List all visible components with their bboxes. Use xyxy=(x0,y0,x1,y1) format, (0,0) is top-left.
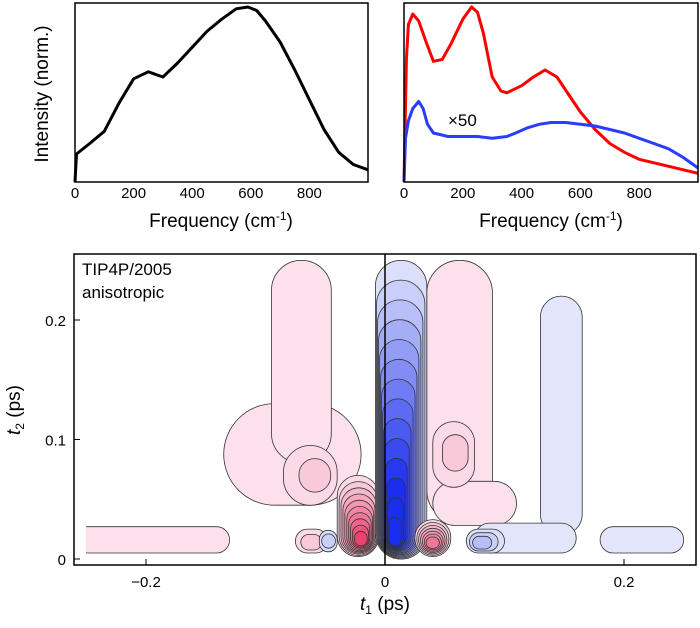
contour-level xyxy=(441,434,469,472)
contour-level xyxy=(300,534,323,551)
panel-c-contours xyxy=(86,260,684,560)
x-tick-label: 200 xyxy=(121,185,146,202)
contour-level xyxy=(540,295,583,536)
x-tick-label: 800 xyxy=(627,185,652,202)
x-tick-label: 0 xyxy=(71,185,79,202)
y-tick-label: 0.1 xyxy=(45,433,66,450)
x-tick-label: 0 xyxy=(400,185,408,202)
contour-level xyxy=(388,517,402,547)
contour-level xyxy=(86,526,230,554)
panel-c-annotation-line2: anisotropic xyxy=(82,283,165,302)
contour-level xyxy=(432,480,517,526)
panel-b-curves xyxy=(402,5,699,183)
contour-level xyxy=(472,535,493,550)
contour-level xyxy=(298,458,332,493)
panel-a-ylabel: Intensity (norm.) xyxy=(32,25,53,162)
contour-level xyxy=(321,533,336,549)
panel-a-xlabel: Frequency (cm-1) xyxy=(149,209,293,232)
contour-level xyxy=(425,536,440,549)
x-tick-label: 600 xyxy=(568,185,593,202)
panel-a-curves xyxy=(73,5,369,183)
x-tick-label: 0.2 xyxy=(614,574,635,591)
panel-b: 0 200 400 600 800 Frequency (cm-1) ×50 xyxy=(400,2,699,232)
panel-b-frame xyxy=(403,2,699,183)
x-tick-label: 400 xyxy=(509,185,534,202)
series-line-1 xyxy=(402,100,699,183)
panel-b-x-ticks: 0 200 400 600 800 xyxy=(400,185,652,202)
series-line-0 xyxy=(73,5,369,183)
x-tick-label: 400 xyxy=(180,185,205,202)
contour-level xyxy=(271,260,332,464)
panel-c-ticks: −0.2 0 0.2 0 0.1 0.2 xyxy=(45,313,634,591)
y-tick-label: 0.2 xyxy=(45,313,66,330)
y-tick-label: 0 xyxy=(58,552,66,569)
panel-b-annotation: ×50 xyxy=(448,111,477,130)
panel-a: 0 200 400 600 800 Frequency (cm-1) Intensity… xyxy=(32,2,369,232)
panel-b-xlabel: Frequency (cm-1) xyxy=(479,209,623,232)
x-tick-label: 0 xyxy=(381,574,389,591)
panel-c-xlabel: t1 (ps) xyxy=(360,594,410,617)
panel-a-x-ticks: 0 200 400 600 800 xyxy=(71,185,322,202)
panel-c-ylabel: t2 (ps) xyxy=(4,385,27,435)
contour-level xyxy=(599,526,684,554)
contour-level xyxy=(353,530,368,547)
x-tick-label: 600 xyxy=(238,185,263,202)
x-tick-label: 200 xyxy=(450,185,475,202)
x-tick-label: 800 xyxy=(297,185,322,202)
panel-c-annotation-line1: TIP4P/2005 xyxy=(82,260,172,279)
series-line-0 xyxy=(402,5,699,183)
x-tick-label: −0.2 xyxy=(131,574,161,591)
panel-c: −0.2 0 0.2 0 0.1 0.2 TIP4P/2005 anisotropic t… xyxy=(4,253,697,617)
panel-a-frame xyxy=(74,2,369,183)
